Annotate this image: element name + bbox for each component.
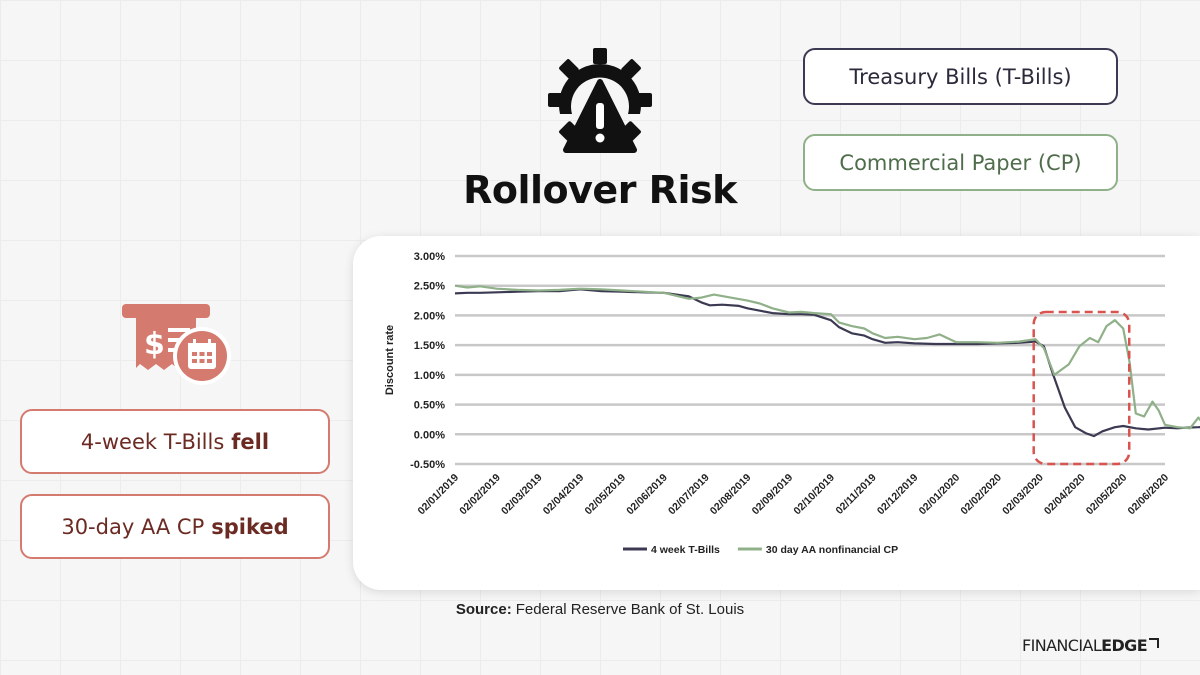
brand-logo: FINANCIALEDGE [1022, 636, 1160, 655]
y-tick-label: 2.50% [414, 281, 445, 293]
x-tick-label: 02/06/2020 [1125, 472, 1171, 518]
x-tick-label: 02/05/2020 [1084, 472, 1130, 518]
cp-spiked-text: 30-day AA CP [61, 514, 205, 539]
y-axis-label: Discount rate [384, 325, 396, 395]
series-line-0 [454, 288, 1200, 438]
x-tick-label: 02/04/2020 [1042, 472, 1088, 518]
cp-spiked-emphasis: spiked [211, 514, 289, 539]
x-tick-label: 02/10/2019 [791, 472, 837, 518]
y-tick-label: -0.50% [410, 459, 445, 471]
y-tick-label: 1.00% [414, 370, 445, 382]
x-tick-label: 02/02/2020 [958, 472, 1004, 518]
brand-mark-icon [1149, 638, 1160, 648]
tbills-fell-text: 4-week T-Bills [80, 429, 225, 454]
source-note: Source: Federal Reserve Bank of St. Louis [0, 601, 1200, 618]
x-tick-label: 02/03/2019 [499, 472, 545, 518]
x-tick-label: 02/02/2019 [457, 472, 503, 518]
x-tick-label: 02/07/2019 [666, 472, 712, 518]
cp-spiked-note: 30-day AA CP spiked [20, 494, 330, 559]
cp-label: Commercial Paper (CP) [839, 150, 1082, 175]
x-tick-label: 02/11/2019 [834, 472, 879, 517]
x-tick-label: 02/05/2019 [583, 472, 629, 518]
y-tick-label: 2.00% [414, 310, 445, 322]
source-label: Source: [455, 601, 512, 618]
chart-card [353, 236, 1200, 590]
tbill-label-box: Treasury Bills (T-Bills) [803, 48, 1118, 105]
tbill-label: Treasury Bills (T-Bills) [849, 64, 1072, 89]
y-tick-label: 0.00% [414, 429, 445, 441]
x-tick-label: 02/03/2020 [1000, 472, 1046, 518]
x-tick-label: 02/01/2020 [917, 472, 963, 518]
brand-part1: FINANCIAL [1022, 636, 1102, 655]
cp-label-box: Commercial Paper (CP) [803, 134, 1118, 191]
svg-text:$: $ [144, 327, 165, 362]
legend-label-1: 30 day AA nonfinancial CP [766, 544, 898, 556]
tbills-fell-emphasis: fell [231, 429, 270, 454]
y-tick-label: 3.00% [414, 251, 445, 263]
x-tick-label: 02/12/2019 [875, 472, 921, 518]
x-tick-label: 02/08/2019 [708, 472, 754, 518]
source-text: Federal Reserve Bank of St. Louis [515, 601, 745, 618]
discount-rate-chart: 3.00% 2.50% 2.00% 1.50% 1.00% 0.50% 0.00% -0.50… [384, 251, 1200, 556]
brand-part2: EDGE [1101, 636, 1148, 655]
x-tick-label: 02/01/2019 [415, 472, 461, 518]
receipt-calendar-icon: $ [122, 304, 231, 385]
x-tick-label: 02/04/2019 [541, 472, 587, 518]
legend-label-0: 4 week T-Bills [651, 544, 720, 556]
y-tick-label: 0.50% [414, 400, 445, 412]
page-title: Rollover Risk [463, 168, 737, 212]
x-tick-label: 02/09/2019 [750, 472, 796, 518]
tbills-fell-note: 4-week T-Bills fell [20, 409, 330, 474]
gear-warning-icon [548, 48, 652, 153]
x-tick-label: 02/06/2019 [624, 472, 670, 518]
highlight-box [1032, 310, 1131, 466]
series-line-1 [454, 284, 1200, 430]
y-tick-label: 1.50% [414, 340, 445, 352]
